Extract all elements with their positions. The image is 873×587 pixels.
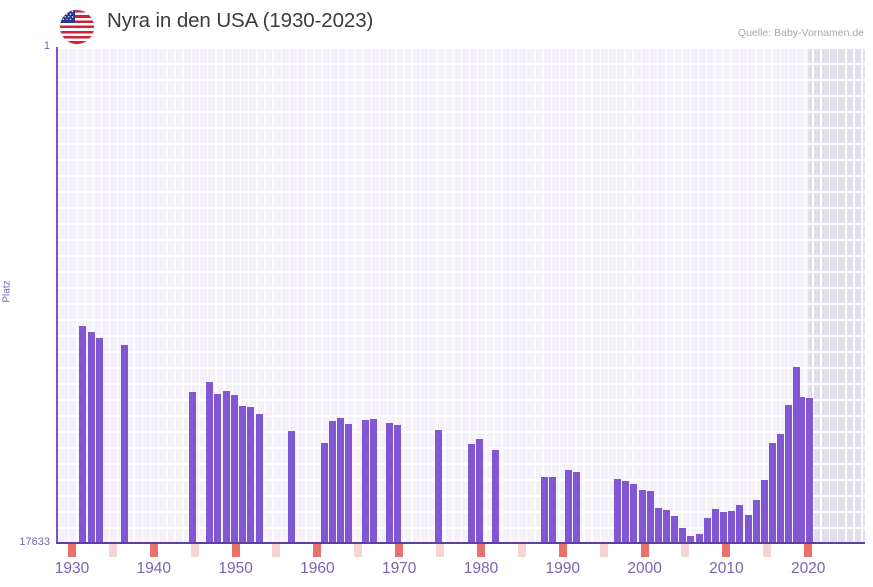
bar-1999[interactable]: [622, 481, 629, 543]
x-axis-label-1970: 1970: [381, 560, 417, 577]
source-attribution: Quelle: Baby-Vornamen.de: [737, 27, 864, 39]
bar-2022[interactable]: [806, 398, 813, 543]
bar-1980[interactable]: [468, 444, 475, 543]
bar-1983[interactable]: [492, 450, 499, 543]
bar-1963[interactable]: [321, 443, 328, 543]
bar-1993[interactable]: [573, 472, 580, 543]
tick-marker-2000: [640, 544, 649, 557]
y-axis-top-label: 1: [43, 40, 50, 52]
bar-1968[interactable]: [362, 420, 369, 543]
bar-1937[interactable]: [121, 345, 128, 543]
tick-marker-1935: [108, 544, 117, 557]
bar-1951[interactable]: [231, 395, 238, 543]
bar-1959[interactable]: [288, 431, 295, 543]
tick-marker-1965: [354, 544, 363, 557]
bar-2014[interactable]: [745, 515, 752, 543]
bar-2008[interactable]: [696, 534, 703, 543]
bar-2009[interactable]: [704, 518, 711, 543]
bar-1950[interactable]: [223, 391, 230, 543]
tick-marker-1930: [67, 544, 76, 557]
bar-2019[interactable]: [785, 405, 792, 543]
x-axis-label-1940: 1940: [136, 560, 172, 577]
tick-marker-2010: [722, 544, 731, 557]
x-axis-label-1960: 1960: [300, 560, 335, 577]
bar-2016[interactable]: [761, 480, 768, 543]
tick-marker-2005: [681, 544, 690, 557]
bar-2001[interactable]: [639, 490, 646, 543]
bar-2013[interactable]: [736, 505, 743, 543]
flag-stars: [60, 10, 75, 23]
bar-2006[interactable]: [679, 528, 686, 543]
us-flag-icon: [60, 10, 94, 44]
bar-1981[interactable]: [476, 439, 483, 543]
chart-header: Nyra in den USA (1930-2023) Quelle: Baby…: [0, 0, 873, 46]
bar-1966[interactable]: [345, 424, 352, 543]
bar-2020[interactable]: [793, 367, 800, 543]
bar-2012[interactable]: [728, 511, 735, 543]
tick-marker-1990: [558, 544, 567, 557]
bar-1933[interactable]: [96, 338, 103, 543]
page-title: Nyra in den USA (1930-2023): [107, 9, 374, 32]
bar-1977[interactable]: [435, 430, 442, 543]
bar-1931[interactable]: [79, 326, 86, 543]
bar-2003[interactable]: [655, 508, 662, 543]
bar-2004[interactable]: [663, 510, 670, 543]
tick-marker-1950: [231, 544, 240, 557]
plot-future-region: [808, 47, 865, 543]
bar-1953[interactable]: [247, 407, 254, 543]
bar-1989[interactable]: [541, 477, 548, 543]
bar-series: [56, 47, 865, 543]
x-axis-label-2000: 2000: [627, 560, 662, 577]
x-axis-line: [56, 542, 865, 544]
x-axis-tick-markers: [56, 544, 865, 557]
tick-marker-1980: [476, 544, 485, 557]
y-axis-title: Platz: [1, 280, 13, 303]
bar-1964[interactable]: [329, 421, 336, 543]
x-axis-label-1990: 1990: [545, 560, 581, 577]
x-axis-label-1930: 1930: [54, 560, 90, 577]
bar-2002[interactable]: [647, 491, 654, 543]
bar-1946[interactable]: [189, 392, 196, 543]
tick-marker-1960: [313, 544, 322, 557]
bar-1992[interactable]: [565, 470, 572, 543]
bar-1949[interactable]: [214, 394, 221, 543]
bar-1998[interactable]: [614, 479, 621, 543]
plot-area: [56, 47, 865, 545]
x-axis-label-1950: 1950: [218, 560, 253, 577]
tick-marker-2015: [763, 544, 772, 557]
bar-2000[interactable]: [630, 484, 637, 543]
bar-1952[interactable]: [239, 406, 246, 543]
bar-2015[interactable]: [753, 500, 760, 543]
bar-1971[interactable]: [386, 423, 393, 543]
x-axis-label-1980: 1980: [463, 560, 499, 577]
bar-2005[interactable]: [671, 516, 678, 543]
y-axis-line: [56, 47, 58, 544]
tick-marker-2020: [804, 544, 813, 557]
bar-2018[interactable]: [777, 434, 784, 543]
x-axis-label-2020: 2020: [790, 560, 826, 577]
tick-marker-1955: [272, 544, 281, 557]
tick-marker-1945: [190, 544, 199, 557]
bar-1972[interactable]: [394, 425, 401, 543]
bar-2021[interactable]: [798, 397, 805, 543]
x-axis-labels: 1930 1940 1950 1960 1970 1980 1990 2000 2010 2020: [0, 560, 873, 586]
bar-1969[interactable]: [370, 419, 377, 543]
bar-2017[interactable]: [769, 443, 776, 543]
bar-1965[interactable]: [337, 418, 344, 543]
bar-1932[interactable]: [88, 332, 95, 543]
bar-1954[interactable]: [256, 414, 263, 543]
tick-marker-1970: [395, 544, 404, 557]
bar-2011[interactable]: [720, 512, 727, 543]
bar-1948[interactable]: [206, 382, 213, 543]
y-axis-bottom-label: 17633: [19, 536, 50, 548]
x-axis-label-2010: 2010: [709, 560, 744, 577]
tick-marker-1985: [517, 544, 526, 557]
bar-1990[interactable]: [549, 477, 556, 543]
tick-marker-1995: [599, 544, 608, 557]
bar-2007[interactable]: [687, 536, 694, 543]
tick-marker-1940: [149, 544, 158, 557]
bar-2010[interactable]: [712, 509, 719, 543]
tick-marker-1975: [436, 544, 444, 557]
